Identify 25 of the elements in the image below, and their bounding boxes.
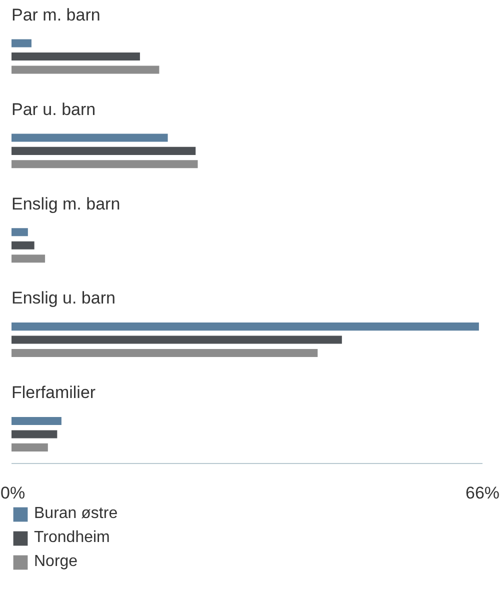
- y-tick-label: Flerfamilier: [12, 383, 96, 402]
- bar: [12, 443, 48, 452]
- legend-label: Trondheim: [34, 529, 110, 547]
- bar: [12, 228, 28, 236]
- bar: [12, 416, 62, 426]
- bar: [12, 336, 342, 344]
- y-tick-label: Enslig m. barn: [12, 194, 120, 214]
- bar: [12, 254, 46, 263]
- bar: [12, 349, 318, 358]
- x-tick-label: 0%: [0, 484, 26, 502]
- bar: [12, 160, 198, 168]
- bar: [12, 241, 34, 250]
- bar: [12, 134, 168, 142]
- bar: [12, 66, 160, 74]
- y-tick-label: Par m. barn: [12, 5, 100, 24]
- x-tick-label: 66%: [465, 484, 500, 502]
- legend-label: Norge: [34, 553, 78, 571]
- bar: [12, 146, 196, 155]
- y-tick-label: Par u. barn: [12, 100, 96, 119]
- bar: [12, 322, 479, 331]
- bar: [12, 39, 32, 48]
- bar: [12, 52, 140, 61]
- legend-label: Buran østre: [34, 505, 118, 523]
- bar: [12, 430, 58, 438]
- y-tick-label: Enslig u. barn: [12, 288, 116, 308]
